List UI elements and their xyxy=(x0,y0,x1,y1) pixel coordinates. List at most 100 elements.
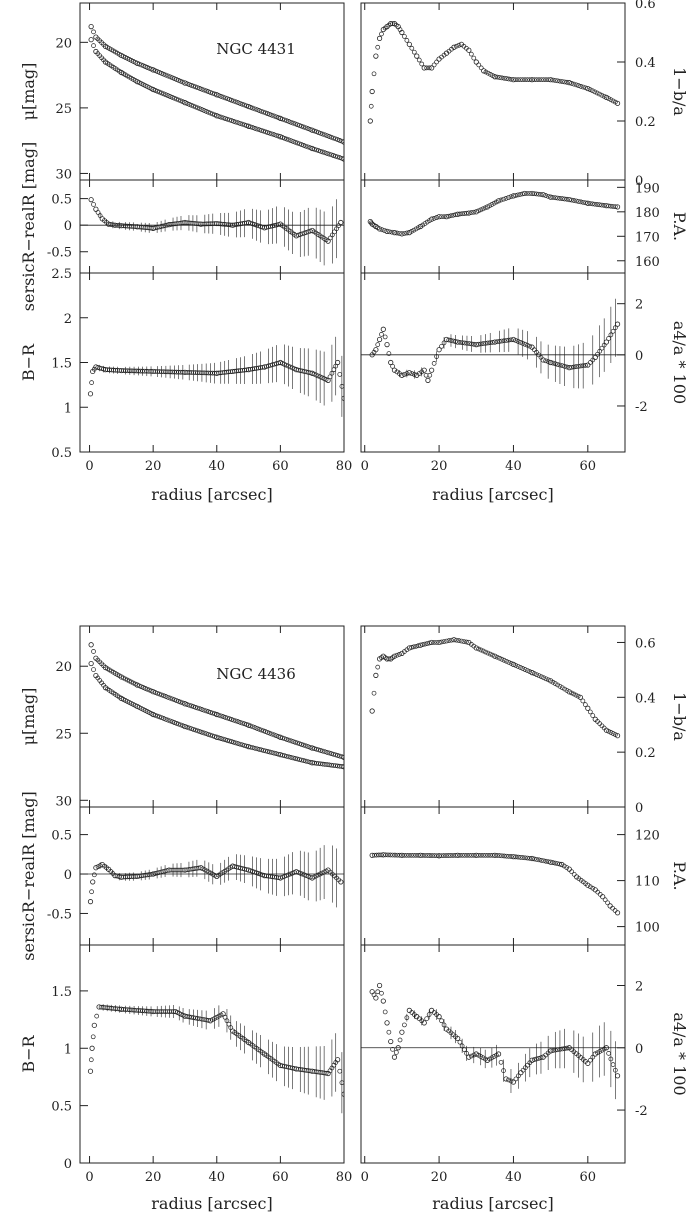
data-point xyxy=(488,72,493,77)
x-tick-label: 40 xyxy=(505,1170,522,1185)
data-point xyxy=(513,193,519,198)
data-point xyxy=(254,126,260,132)
data-point xyxy=(267,112,273,117)
data-point xyxy=(573,692,579,698)
data-point xyxy=(424,65,430,71)
y-tick-label: 0.5 xyxy=(51,1100,72,1115)
data-point xyxy=(608,97,614,103)
data-group xyxy=(88,642,344,770)
y-axis-label: a4/a * 100 xyxy=(670,1012,689,1095)
data-point xyxy=(275,133,281,139)
y-axis-label: μ[mag] xyxy=(19,63,38,121)
data-point xyxy=(478,647,484,653)
data-point xyxy=(155,69,160,74)
data-point xyxy=(244,103,249,109)
data-point xyxy=(165,93,171,99)
data-point xyxy=(376,35,383,42)
data-point xyxy=(603,94,610,101)
data-point xyxy=(191,704,196,709)
data-point xyxy=(258,108,264,114)
data-point xyxy=(161,91,167,97)
data-point xyxy=(522,855,528,861)
data-point xyxy=(237,720,243,725)
data-point xyxy=(161,693,167,699)
y-tick-label: 0.2 xyxy=(635,115,656,130)
data-point xyxy=(254,726,260,731)
data-point xyxy=(214,113,220,119)
data-point xyxy=(222,95,228,101)
data-point xyxy=(303,125,309,131)
data-point xyxy=(520,666,526,671)
data-point xyxy=(239,101,245,107)
data-point xyxy=(182,701,188,707)
y-tick-label: 2 xyxy=(64,312,72,327)
data-point xyxy=(235,741,241,746)
data-point xyxy=(288,119,294,125)
data-point xyxy=(193,104,198,110)
data-point xyxy=(550,77,556,83)
data-point xyxy=(248,105,254,110)
y-axis-label: a4/a * 100 xyxy=(670,321,689,404)
data-point xyxy=(371,222,377,228)
data-point xyxy=(441,639,447,644)
data-point xyxy=(241,102,247,108)
data-point xyxy=(275,751,281,757)
data-point xyxy=(233,99,239,105)
panel-frame xyxy=(360,179,626,274)
data-point xyxy=(597,91,602,97)
data-point xyxy=(275,734,281,739)
data-point xyxy=(374,852,379,858)
data-point xyxy=(229,717,234,722)
data-point xyxy=(455,852,461,858)
x-tick-label: 0 xyxy=(361,459,369,474)
data-point xyxy=(237,741,243,747)
data-point xyxy=(316,148,321,153)
data-point xyxy=(167,695,173,701)
panel-position_angle-0: 160 170 180 190 P.A. xyxy=(360,179,689,274)
data-point xyxy=(282,117,287,123)
data-point xyxy=(548,859,554,865)
data-point xyxy=(180,700,186,706)
x-tick-label: 0 xyxy=(85,1170,93,1185)
data-point xyxy=(301,124,307,130)
data-point xyxy=(254,746,260,752)
data-point xyxy=(314,147,319,153)
data-point xyxy=(444,638,449,644)
data-point xyxy=(485,650,491,656)
data-point xyxy=(376,336,383,343)
data-point xyxy=(328,751,334,756)
data-point xyxy=(197,706,203,712)
data-point xyxy=(290,120,296,126)
data-point xyxy=(282,135,287,141)
y-tick-label: 0.6 xyxy=(635,636,656,651)
data-point xyxy=(371,71,377,77)
data-point xyxy=(390,655,395,660)
data-point xyxy=(548,678,554,684)
x-tick-label: 60 xyxy=(580,1170,597,1185)
data-point xyxy=(555,1047,560,1053)
x-tick-label: 60 xyxy=(580,459,597,474)
data-point xyxy=(518,340,523,345)
data-point xyxy=(610,98,616,104)
y-tick-label: 0.6 xyxy=(635,0,656,12)
data-point xyxy=(571,691,577,697)
data-point xyxy=(492,339,498,345)
data-point xyxy=(318,748,324,753)
data-point xyxy=(446,638,452,643)
data-point xyxy=(188,82,194,88)
data-point xyxy=(201,730,207,736)
panel-color-1: 0 0.5 1 1.5 0 20 40 60 80 B−R radius [arcsec] xyxy=(19,944,352,1213)
data-point xyxy=(235,100,241,105)
data-point xyxy=(394,230,400,236)
data-point xyxy=(376,982,383,989)
y-tick-label: 170 xyxy=(635,230,660,245)
data-point xyxy=(471,643,477,649)
data-point xyxy=(466,341,472,346)
data-point xyxy=(587,1057,593,1063)
x-axis-label: radius [arcsec] xyxy=(432,1194,553,1213)
data-point xyxy=(316,747,321,753)
data-point xyxy=(583,881,588,886)
data-point xyxy=(417,642,424,648)
data-point xyxy=(191,727,196,732)
data-point xyxy=(599,202,605,208)
